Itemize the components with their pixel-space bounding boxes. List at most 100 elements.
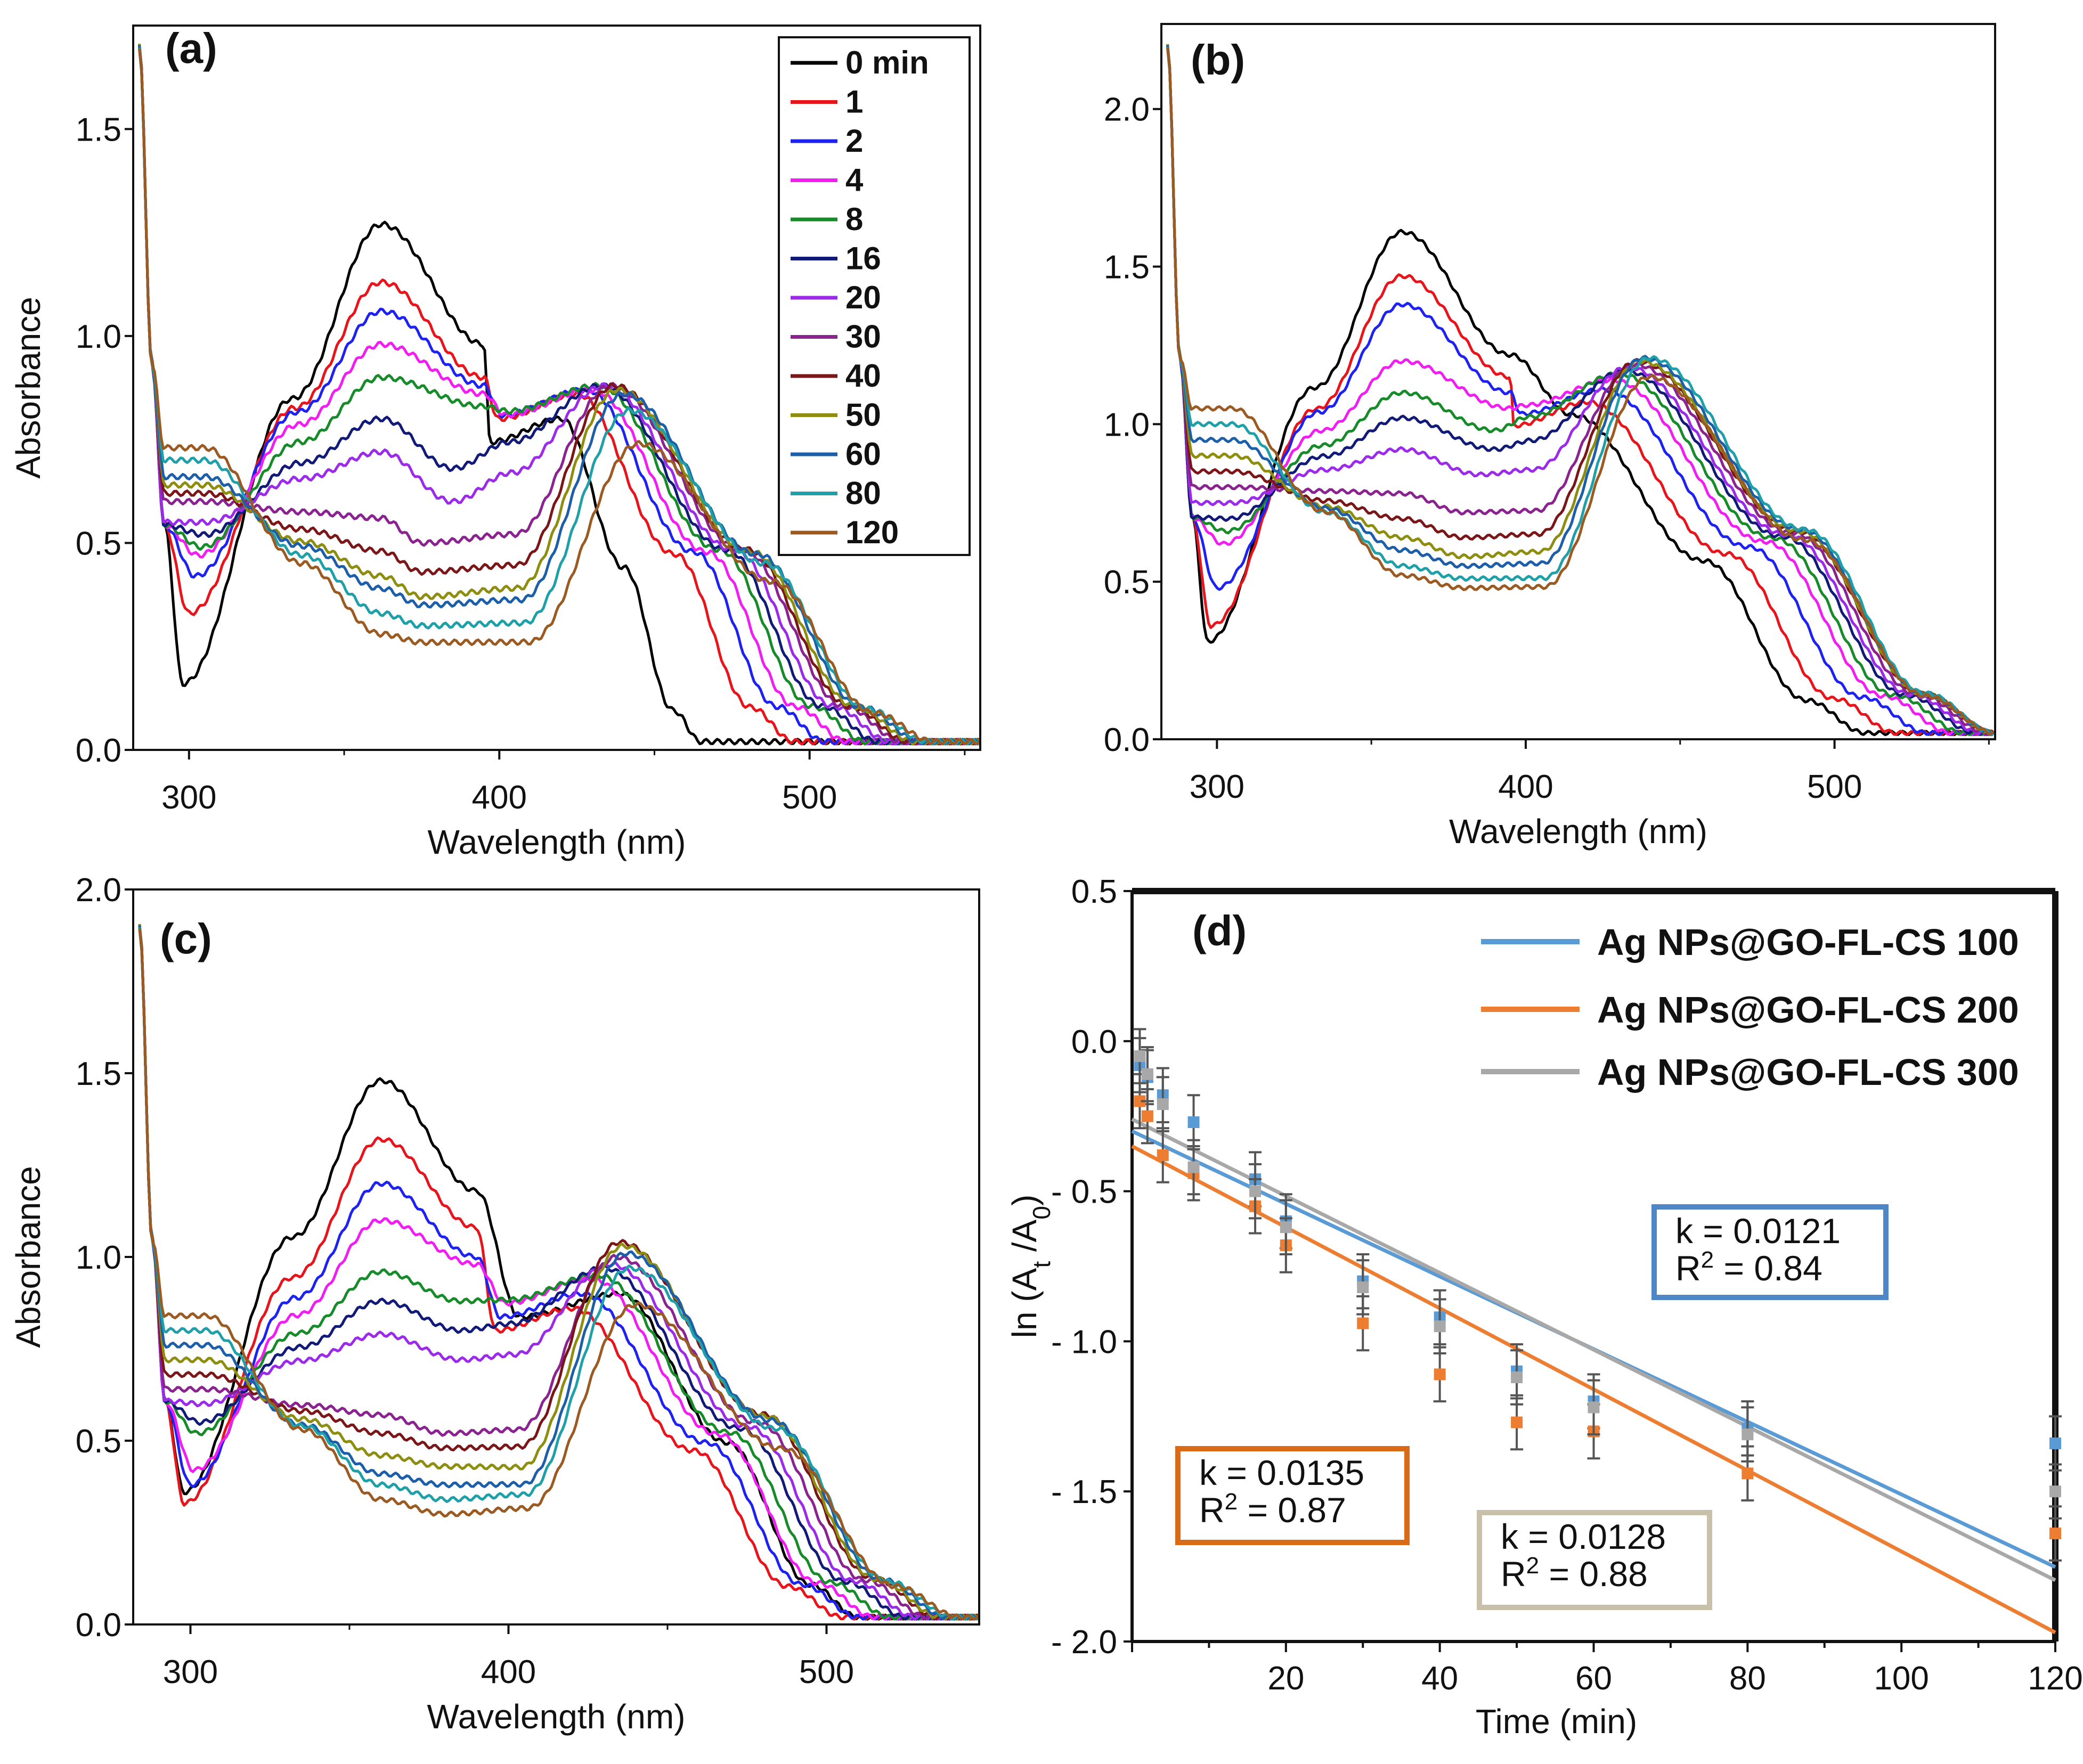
spectrum-line-50 (1166, 44, 1995, 736)
y-tick-label: 2.0 (76, 872, 121, 909)
x-tick-label: 60 (1575, 1660, 1612, 1697)
x-tick-label: 300 (163, 1654, 218, 1690)
spectrum-line-40 (138, 925, 979, 1621)
data-point (1141, 1110, 1153, 1122)
fit-stats-box (1477, 1510, 1712, 1610)
fit-stats-box (1651, 1204, 1889, 1300)
r-squared: R2 = 0.87 (1199, 1489, 1346, 1530)
x-tick-label: 120 (2028, 1660, 2082, 1697)
legend-entry: 80 (845, 476, 881, 511)
y-tick-label: 1.5 (76, 1056, 121, 1092)
y-axis-end: ) (1005, 1195, 1044, 1206)
data-point (1742, 1467, 1754, 1480)
spectrum-line-4 (1166, 44, 1995, 737)
r-squared-exp: 2 (1225, 1489, 1238, 1515)
data-point (2049, 1528, 2061, 1540)
data-point (1141, 1068, 1153, 1080)
x-axis-label: Wavelength (nm) (1449, 812, 1707, 851)
y-axis-label: Absorbance (9, 297, 47, 479)
spectrum-line-4 (138, 44, 980, 746)
spectrum-line-16 (1166, 47, 1995, 737)
r-squared-exp: 2 (1701, 1247, 1714, 1273)
y-tick-label: 0.0 (1104, 722, 1150, 758)
y-axis-label: ln (At /A0) (1005, 1195, 1055, 1338)
y-tick-label: 0.5 (76, 525, 121, 562)
r-squared-value: = 0.87 (1238, 1490, 1346, 1530)
legend-entry: 50 (845, 397, 881, 433)
panel-d: 0.50.0- 0.5- 1.0- 1.5- 2.020 40 60 80 100 120… (1005, 873, 2083, 1741)
y-axis-sub-t: t (1028, 1261, 1055, 1268)
data-point (1434, 1320, 1446, 1333)
x-axis-label: Time (min) (1476, 1702, 1637, 1741)
x-tick-label: 80 (1729, 1660, 1766, 1697)
spectrum-line-2 (138, 924, 979, 1621)
spectrum-line-20 (1166, 47, 1995, 737)
panel-b: 300 400 500 0.0 0.5 1.0 1.5 2.0 Wavelength (nm) (… (1104, 23, 1996, 851)
spectrum-line-20 (138, 48, 980, 746)
spectrum-line-0-min (138, 928, 979, 1621)
r-squared: R2 = 0.84 (1675, 1247, 1822, 1288)
spectrum-line-30 (1166, 46, 1994, 736)
legend-entry: Ag NPs@GO-FL-CS 100 (1597, 921, 2019, 963)
data-point (1511, 1371, 1523, 1384)
x-tick-label: 100 (1874, 1660, 1929, 1697)
rate-constant: k = 0.0121 (1675, 1211, 1841, 1251)
panel-a: 300 400 500 0.0 0.5 1.0 1.5 Wavelength (nm) Abso… (9, 24, 981, 861)
x-tick-label: 400 (481, 1654, 536, 1690)
x-tick-label: 500 (1807, 769, 1862, 805)
x-tick-label: 400 (472, 779, 527, 816)
panel-label: (b) (1191, 36, 1245, 84)
spectrum-line-40 (138, 44, 980, 746)
spectrum-line-120 (138, 928, 979, 1621)
x-axis-label: Wavelength (nm) (428, 823, 686, 861)
data-point (1280, 1221, 1292, 1234)
data-point (1357, 1317, 1369, 1329)
spectrum-line-8 (138, 926, 979, 1621)
x-tick-label: 300 (1190, 769, 1244, 805)
x-tick-label: 40 (1421, 1660, 1458, 1697)
y-tick-label: - 2.0 (1051, 1624, 1117, 1661)
y-tick-label: - 0.5 (1051, 1174, 1117, 1211)
data-point (1588, 1401, 1600, 1414)
x-tick-label: 400 (1498, 769, 1553, 805)
legend-entry: 16 (845, 241, 881, 276)
y-tick-label: 1.0 (76, 318, 121, 355)
spectrum-line-20 (138, 928, 979, 1621)
y-tick-label: 0.5 (76, 1423, 121, 1460)
data-point (1742, 1428, 1754, 1441)
y-tick-label: 0.5 (1071, 873, 1117, 910)
data-point (1434, 1368, 1446, 1381)
panel-label: (c) (160, 915, 212, 962)
spectrum-line-60 (138, 925, 979, 1621)
curves (1166, 44, 1995, 737)
r-squared-value: = 0.88 (1539, 1554, 1648, 1594)
data-point (1134, 1095, 1146, 1107)
spectrum-line-1 (1166, 46, 1994, 737)
legend-entry: 30 (845, 319, 881, 355)
y-tick-label: 1.5 (76, 111, 121, 148)
spectrum-line-30 (138, 46, 980, 746)
data-point (1157, 1149, 1169, 1161)
legend-entry: 20 (845, 280, 881, 315)
plot-frame (1160, 23, 1996, 740)
y-axis-mid: /A (1005, 1219, 1044, 1261)
spectrum-line-120 (1166, 47, 1995, 736)
r-squared-value: = 0.84 (1714, 1248, 1822, 1288)
legend-entry: Ag NPs@GO-FL-CS 200 (1597, 989, 2019, 1031)
legend-entry: Ag NPs@GO-FL-CS 300 (1597, 1051, 2019, 1093)
spectrum-line-8 (1166, 45, 1994, 737)
data-point (2049, 1485, 2061, 1498)
spectrum-line-50 (138, 43, 980, 746)
y-tick-label: 0.0 (76, 1607, 121, 1644)
legend-entry: 40 (845, 358, 881, 394)
x-tick-label: 500 (799, 1654, 854, 1690)
data-point (1187, 1116, 1200, 1128)
r-squared: R2 = 0.88 (1501, 1553, 1648, 1594)
spectrum-line-80 (138, 47, 980, 746)
spectrum-line-16 (138, 927, 979, 1621)
panel-c: 300 400 500 0.0 0.5 1.0 1.5 2.0 Wavelength (nm) A… (9, 872, 980, 1736)
y-tick-label: 1.0 (76, 1239, 121, 1276)
y-tick-label: 0.0 (1071, 1024, 1117, 1060)
curves (138, 43, 980, 746)
